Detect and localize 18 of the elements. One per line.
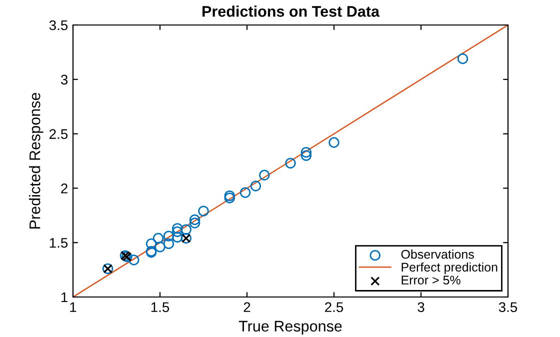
x-tick-label: 1.5 (151, 302, 170, 312)
legend-label: Perfect prediction (402, 262, 498, 274)
y-tick-label: 1.5 (50, 238, 68, 248)
y-tick-label: 2 (61, 184, 68, 194)
y-axis-title: Predicted Response (29, 92, 44, 229)
y-tick-label: 3.5 (49, 20, 68, 30)
chart-title: Predictions on Test Data (202, 6, 380, 17)
legend-label: Observations (401, 250, 474, 259)
x-tick-label: 2 (244, 302, 250, 312)
legend-label: Error > 5% (402, 276, 460, 285)
x-tick-label: 3.5 (498, 302, 518, 312)
x-tick-label: 2.5 (325, 302, 344, 312)
x-tick-label: 3 (418, 302, 424, 312)
x-tick-label: 1 (70, 302, 76, 312)
y-tick-label: 3 (60, 74, 68, 85)
y-tick-label: 1 (61, 292, 68, 302)
y-tick-label: 2.5 (50, 129, 68, 139)
x-axis-title: True Response (238, 320, 342, 335)
